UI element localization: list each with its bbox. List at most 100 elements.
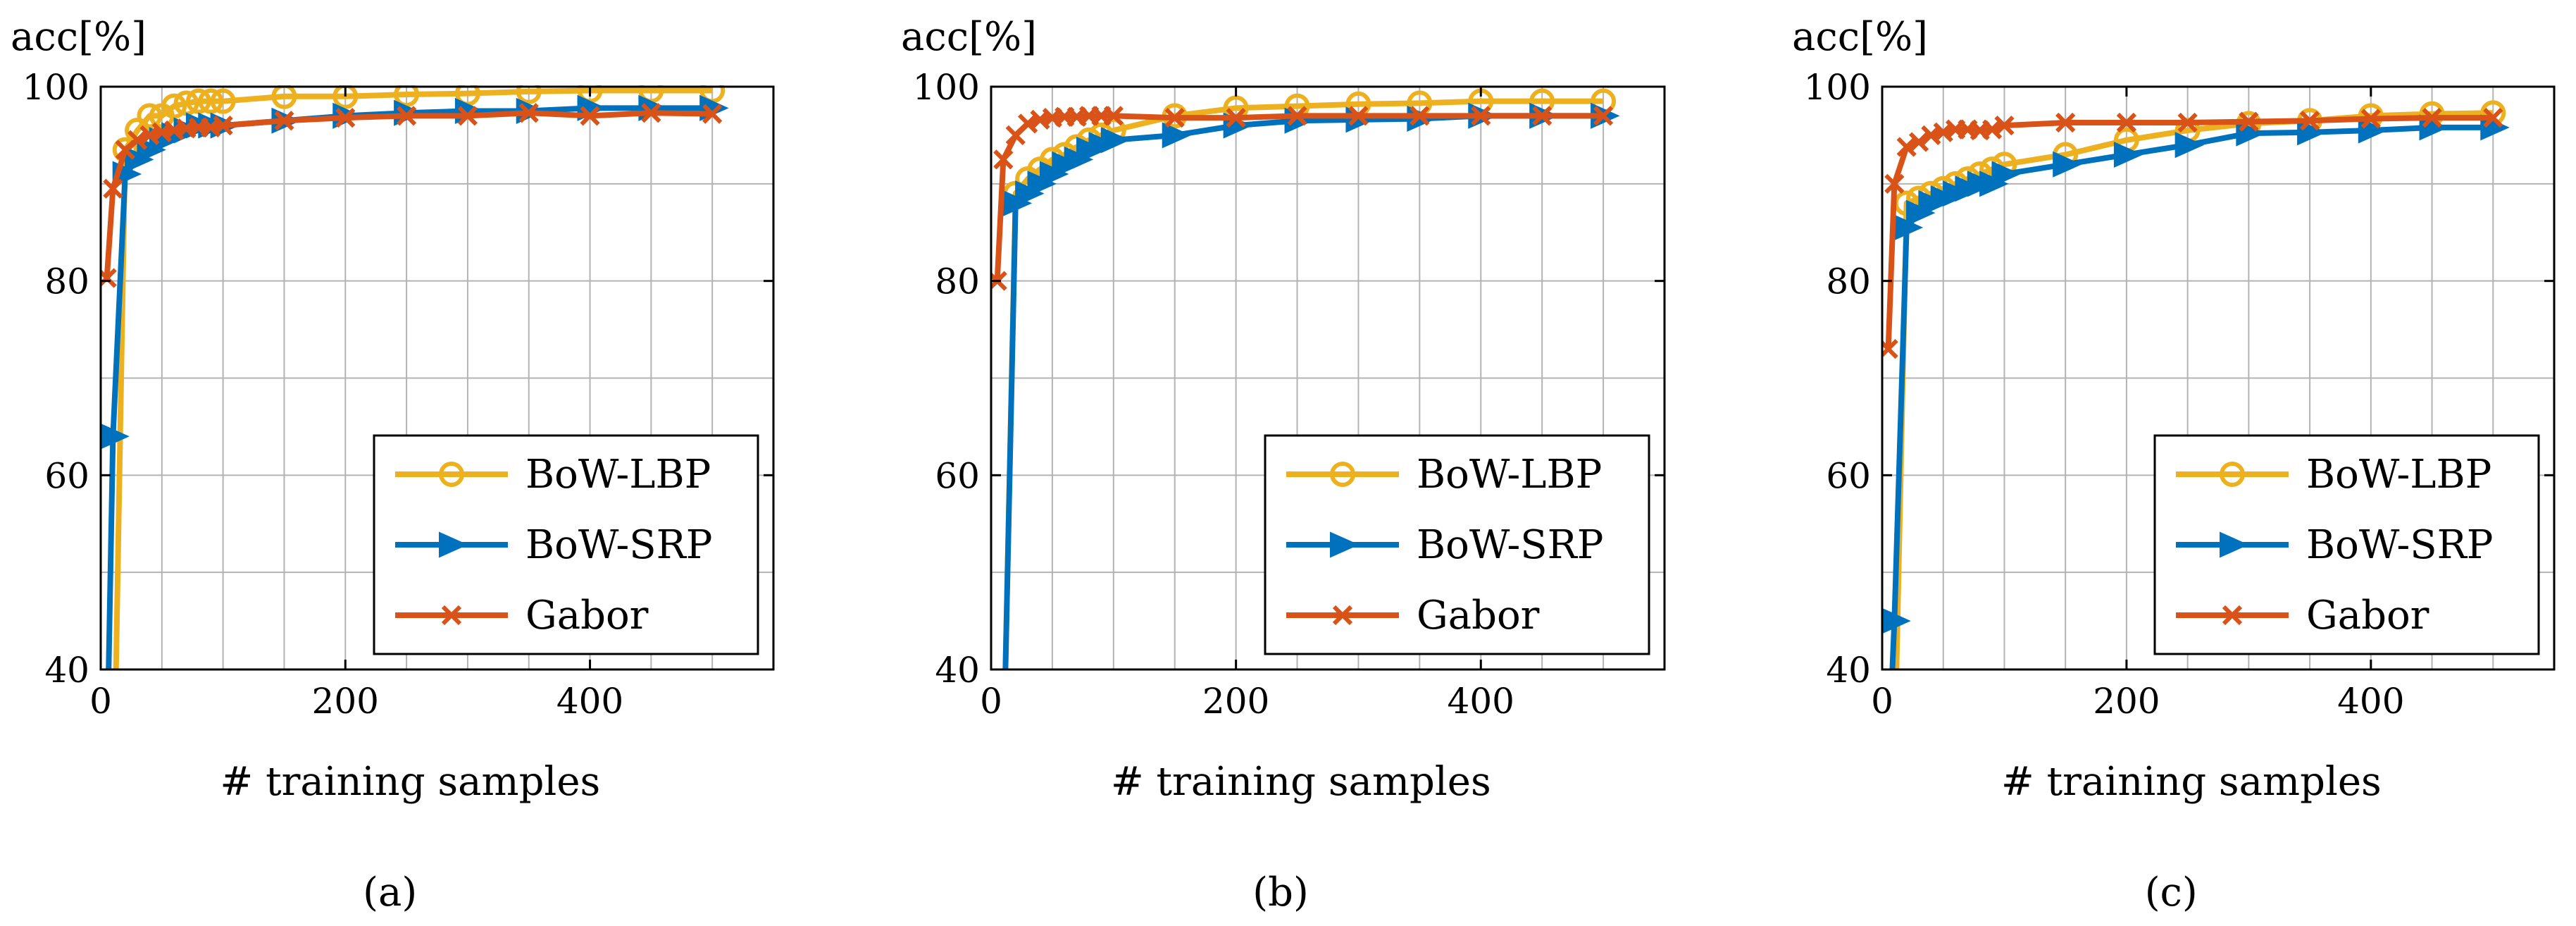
- data-point-bow-srp: [1991, 161, 2021, 187]
- legend: BoW-LBP BoW-SRP Gabor: [373, 434, 759, 655]
- legend-marker-gabor: [1332, 605, 1353, 626]
- data-point-gabor: [1471, 106, 1491, 126]
- data-point-bow-lbp: [185, 88, 211, 114]
- x-tick-label: 400: [1448, 681, 1514, 722]
- data-point-gabor: [641, 103, 661, 123]
- data-point-bow-lbp: [161, 93, 187, 119]
- y-tick-label: 100: [913, 67, 980, 108]
- legend-label: BoW-LBP: [2306, 452, 2491, 498]
- legend-label: Gabor: [525, 593, 649, 638]
- data-point-gabor: [1532, 106, 1553, 126]
- data-point-bow-lbp: [137, 103, 163, 129]
- data-point-gabor: [335, 107, 356, 128]
- legend: BoW-LBP BoW-SRP Gabor: [2153, 434, 2540, 655]
- data-point-gabor: [518, 103, 539, 123]
- data-point-bow-lbp: [210, 88, 236, 114]
- data-point-gabor: [2299, 111, 2320, 131]
- legend-label: BoW-SRP: [2306, 522, 2493, 568]
- data-point-bow-srp: [2113, 141, 2143, 168]
- data-point-gabor: [2177, 112, 2198, 133]
- data-point-gabor: [1287, 106, 1307, 126]
- legend-marker-gabor: [441, 605, 462, 626]
- y-tick-label: 100: [23, 67, 89, 108]
- data-point-gabor: [1226, 107, 1246, 128]
- series-line-gabor: [1885, 115, 2494, 350]
- panel-caption: (c): [2145, 870, 2198, 915]
- x-tick-label: 0: [89, 681, 112, 722]
- legend-label: Gabor: [2306, 593, 2429, 638]
- data-point-bow-srp: [2174, 132, 2205, 159]
- chart-panel-b: 0 200 400 40 60 80 100 acc[%] # training samples…: [901, 14, 1666, 915]
- y-tick-label: 40: [44, 650, 89, 691]
- x-tick-label: 200: [2093, 681, 2160, 722]
- panel-caption: (b): [1252, 870, 1309, 915]
- panel-caption: (a): [363, 870, 417, 915]
- data-point-gabor: [2116, 112, 2137, 133]
- data-point-gabor: [580, 106, 600, 126]
- legend-marker-bow-srp: [2220, 531, 2249, 558]
- x-tick-label: 400: [556, 681, 623, 722]
- data-point-gabor: [127, 130, 148, 150]
- data-point-gabor: [702, 104, 723, 124]
- axes-frame: [990, 85, 1666, 671]
- data-point-gabor: [1896, 137, 1917, 157]
- x-tick-label: 0: [1871, 681, 1893, 722]
- data-point-bow-lbp: [516, 85, 542, 104]
- legend-marker-bow-srp: [439, 531, 468, 558]
- data-point-gabor: [2483, 107, 2503, 128]
- x-tick-label: 400: [2337, 681, 2404, 722]
- data-point-gabor: [2239, 111, 2259, 132]
- legend-marker-bow-lbp: [2220, 462, 2245, 487]
- data-point-gabor: [1884, 173, 1905, 194]
- x-axis-label: # training samples: [1111, 759, 1491, 805]
- y-tick-label: 100: [1804, 67, 1871, 108]
- data-point-bow-lbp: [198, 88, 224, 114]
- data-point-gabor: [457, 106, 478, 126]
- data-point-gabor: [2360, 109, 2381, 129]
- data-point-gabor: [1593, 106, 1614, 126]
- legend-marker-bow-lbp: [1330, 462, 1355, 487]
- data-point-gabor: [1348, 106, 1369, 126]
- plot-area: [101, 85, 729, 669]
- y-axis-label: acc[%]: [11, 14, 147, 60]
- data-point-bow-srp: [1100, 127, 1131, 154]
- y-tick-label: 80: [1826, 261, 1871, 302]
- data-point-bow-srp: [2053, 151, 2082, 178]
- legend-label: BoW-SRP: [525, 522, 712, 568]
- plot-area: [991, 88, 1620, 669]
- x-tick-label: 200: [312, 681, 379, 722]
- axes-frame: [99, 85, 775, 671]
- y-tick-label: 60: [935, 455, 980, 496]
- plot-area: [1882, 100, 2510, 669]
- y-tick-label: 80: [935, 261, 980, 302]
- x-axis-label: # training samples: [2001, 759, 2382, 805]
- legend-label: BoW-SRP: [1417, 522, 1603, 568]
- data-point-bow-lbp: [394, 85, 420, 108]
- series-line-gabor: [104, 110, 713, 278]
- data-point-gabor: [993, 149, 1014, 170]
- data-point-bow-srp: [1162, 122, 1192, 149]
- data-point-gabor: [1908, 132, 1929, 152]
- data-point-gabor: [103, 178, 123, 199]
- y-tick-label: 60: [44, 455, 89, 496]
- legend: BoW-LBP BoW-SRP Gabor: [1264, 434, 1650, 655]
- legend-label: BoW-LBP: [1417, 452, 1602, 498]
- data-point-gabor: [1164, 107, 1185, 128]
- y-tick-label: 40: [935, 650, 980, 691]
- series-line-bow-lbp: [1002, 98, 1604, 669]
- x-tick-label: 0: [980, 681, 1002, 722]
- legend-marker-gabor: [2222, 605, 2243, 626]
- legend-marker-bow-lbp: [439, 462, 464, 487]
- data-point-gabor: [274, 111, 294, 131]
- data-point-gabor: [1994, 116, 2015, 136]
- grid: [101, 87, 773, 669]
- data-point-gabor: [213, 116, 233, 136]
- y-tick-label: 80: [44, 261, 89, 302]
- legend-label: BoW-LBP: [525, 452, 711, 498]
- data-point-gabor: [2422, 107, 2442, 128]
- data-point-gabor: [2055, 112, 2076, 133]
- data-point-gabor: [396, 106, 417, 126]
- y-axis-label: acc[%]: [901, 14, 1037, 60]
- chart-panel-c: 0 200 400 40 60 80 100 acc[%] # training samples…: [1792, 14, 2556, 915]
